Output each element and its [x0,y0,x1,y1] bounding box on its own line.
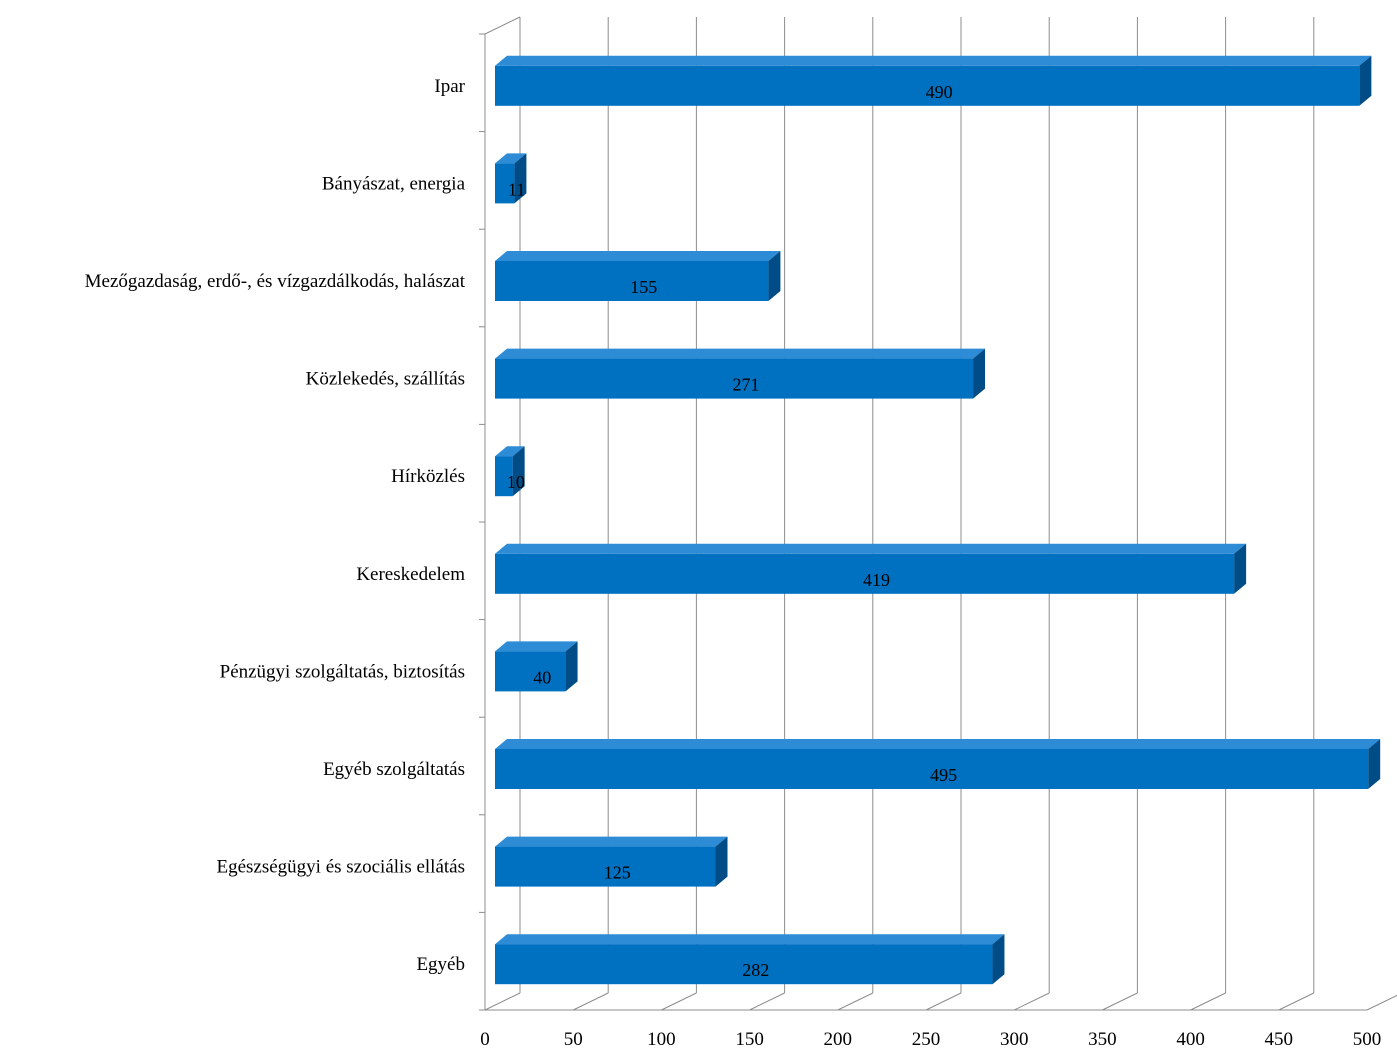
bar-end-face [715,836,728,887]
bar-top-face [495,446,525,457]
bar [495,641,578,692]
floor-gridline-150 [749,992,785,1011]
bar-end-face [992,934,1005,985]
floor-gridline-400 [1190,992,1226,1011]
floor-gridline-200 [837,992,874,1011]
bar [495,739,1381,789]
category-label: Pénzügyi szolgáltatás, biztosítás [220,661,465,682]
data-label: 40 [533,667,551,687]
category-label: Hírközlés [391,466,465,487]
floor-gridline-450 [1278,992,1315,1011]
bar [495,836,728,887]
data-label: 495 [930,765,957,785]
bar-top-face [495,836,728,847]
x-tick-label: 400 [1176,1029,1205,1050]
category-label: Egyéb szolgáltatás [323,759,465,780]
bar-top-face [495,543,1247,554]
bar [495,251,781,301]
bar [495,934,1005,985]
floor-gridline-0 [484,992,521,1011]
data-label: 282 [742,960,769,980]
bar-front-face [495,358,974,399]
x-tick-label: 350 [1088,1029,1117,1050]
bar-top-face [495,251,781,261]
category-label: Mezőgazdaság, erdő-, és vízgazdálkodás, … [85,271,466,292]
data-label: 271 [733,375,760,395]
category-label: Közlekedés, szállítás [306,369,465,390]
data-label: 155 [630,277,657,297]
x-tick-label: 100 [647,1029,676,1050]
data-label: 125 [604,863,631,883]
bar [495,348,986,399]
gridlines [484,17,1397,1011]
x-tick-label: 200 [824,1029,853,1050]
x-tick-label: 50 [564,1029,583,1050]
bar-end-face [565,641,578,692]
x-tick-label: 150 [735,1029,764,1050]
x-tick-label: 300 [1000,1029,1029,1050]
bar-top-face [495,153,527,164]
bar-end-face [1368,739,1381,789]
bar-end-face [768,251,781,301]
bar-end-face [1234,543,1247,594]
bar [495,153,527,204]
data-label: 490 [926,82,953,102]
floor-gridline-100 [661,992,697,1011]
floor-gridline-300 [1013,992,1050,1011]
floor-gridline-50 [572,992,609,1011]
axes [479,16,1367,1011]
bar-front-face [495,651,566,692]
bar [495,543,1247,594]
category-label: Ipar [434,76,465,97]
bar-top-face [495,934,1005,945]
bar-front-face [495,163,515,204]
floor-gridline-500 [1366,994,1397,1011]
labels: 0 50 100 150 200 250 300 350 400 450 500 490 Ipar 11 B… [85,76,1382,1050]
data-label: 11 [508,179,525,199]
x-tick-label: 500 [1353,1029,1382,1050]
category-label: Kereskedelem [356,564,465,585]
bar-top-face [495,55,1372,66]
bar-front-face [495,456,513,497]
bar-top-face [495,641,578,652]
bar-front-face [495,944,993,985]
data-label: 10 [507,472,525,492]
x-tick-label: 250 [912,1029,941,1050]
bar-front-face [495,846,716,887]
category-label: Egyéb [416,954,465,975]
bar-top-face [495,739,1381,749]
x-tick-label: 450 [1265,1029,1294,1050]
bar-front-face [495,553,1235,594]
bars [495,55,1381,985]
floor-gridline-250 [925,992,962,1011]
bar-front-face [495,65,1360,106]
bar [495,55,1372,106]
floor-gridline-350 [1102,992,1138,1011]
bar-end-face [1359,55,1372,106]
bar-end-face [514,153,527,204]
x-tick-label: 0 [480,1029,490,1050]
category-label: Egészségügyi és szociális ellátás [216,857,465,878]
side-wall-top [484,16,521,35]
bar-front-face [495,749,1369,789]
bar-front-face [495,261,769,301]
bar-top-face [495,348,986,359]
bar-end-face [973,348,986,399]
data-label: 419 [863,570,890,590]
bar [495,446,525,497]
category-label: Bányászat, energia [322,173,466,194]
bar-end-face [512,446,525,497]
